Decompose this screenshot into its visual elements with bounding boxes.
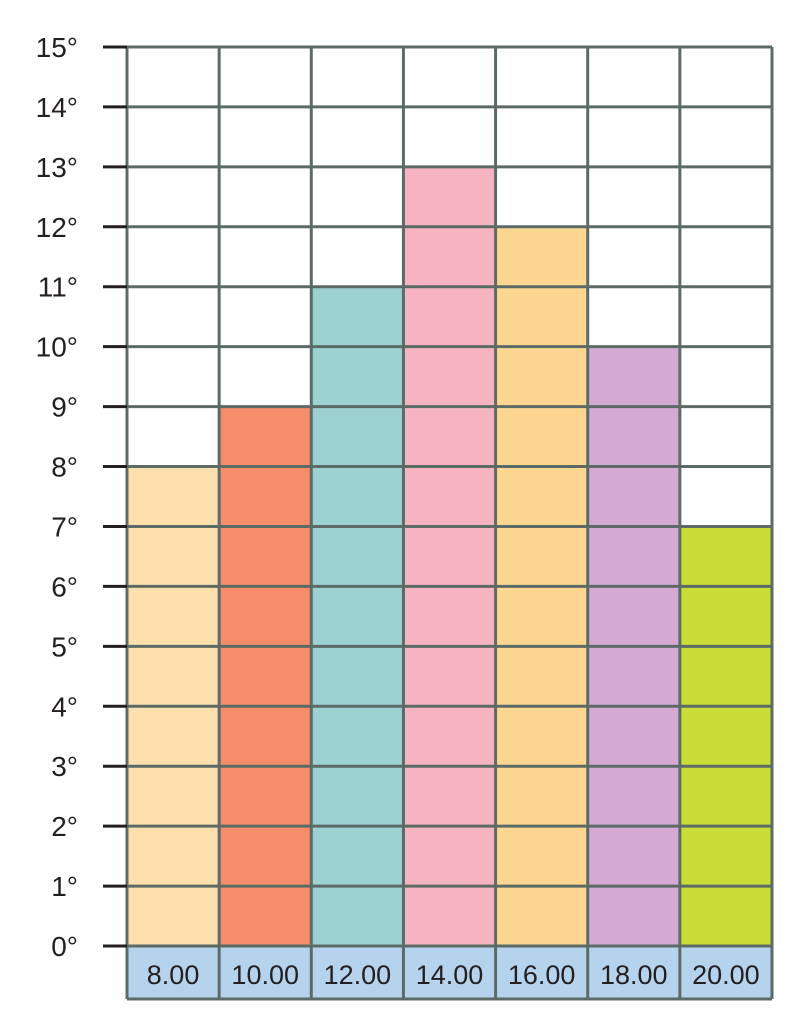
grid-lines (125, 45, 774, 1001)
bar-10.00 (219, 406, 312, 947)
y-tick-label: 12° (36, 212, 78, 243)
x-tick-label: 10.00 (231, 960, 299, 990)
category-band-fill (127, 946, 772, 999)
category-band (127, 946, 772, 999)
y-tick-label: 8° (51, 452, 78, 483)
y-tick-label: 9° (51, 392, 78, 423)
y-tick-label: 15° (36, 32, 78, 63)
x-axis-labels: 8.00 10.00 12.00 14.00 16.00 18.00 20.00 (147, 960, 760, 990)
y-tick-label: 2° (51, 811, 78, 842)
x-tick-label: 18.00 (600, 960, 668, 990)
y-tick-label: 10° (36, 332, 78, 363)
x-tick-label: 16.00 (508, 960, 576, 990)
y-axis: 0° 1° 2° 3° 4° 5° 6° 7° 8° 9° 10° 11° 12° 13° 14° 15° (36, 32, 127, 962)
y-tick-label: 11° (38, 272, 78, 303)
y-tick-label: 13° (36, 152, 78, 183)
x-tick-label: 14.00 (416, 960, 484, 990)
bar-14.00 (403, 166, 496, 946)
y-tick-label: 14° (36, 92, 78, 123)
x-tick-label: 12.00 (324, 960, 392, 990)
y-tick-label: 4° (51, 691, 78, 722)
y-tick-label: 0° (51, 931, 78, 962)
bar-20.00 (679, 526, 772, 946)
y-tick-label: 3° (51, 751, 78, 782)
y-tick-label: 7° (51, 511, 78, 542)
y-tick-label: 6° (51, 571, 78, 602)
y-tick-label: 5° (51, 631, 78, 662)
x-tick-label: 8.00 (147, 960, 200, 990)
y-tick-label: 1° (51, 871, 78, 902)
x-tick-label: 20.00 (692, 960, 760, 990)
bars-layer (127, 166, 772, 947)
bar-12.00 (311, 286, 404, 946)
